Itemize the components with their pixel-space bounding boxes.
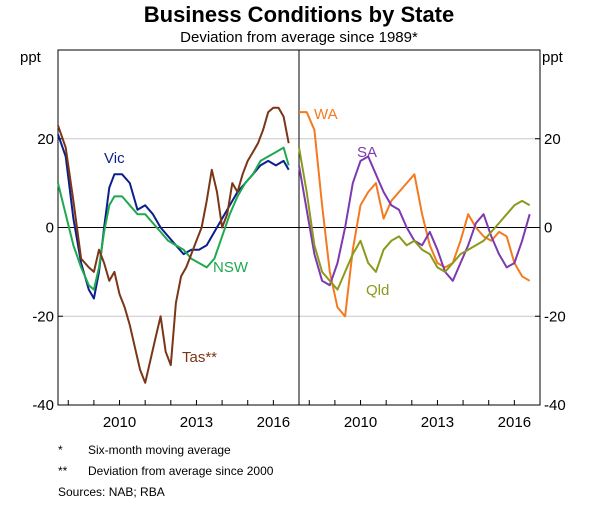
footnote-1: * Six-month moving average xyxy=(58,440,273,461)
series-label-tas: Tas** xyxy=(182,349,217,366)
footnote-2: ** Deviation from average since 2000 xyxy=(58,461,273,482)
footnote-1-mark: * xyxy=(58,443,63,457)
footnotes: * Six-month moving average ** Deviation … xyxy=(58,440,273,503)
sources-text: Sources: NAB; RBA xyxy=(58,485,165,499)
y-tick-label-right: -40 xyxy=(544,397,566,414)
series-label-qld: Qld xyxy=(366,282,389,299)
y-unit-left: ppt xyxy=(20,49,42,66)
footnote-2-mark: ** xyxy=(58,464,68,478)
y-tick-label-left: -40 xyxy=(32,397,54,414)
series-line-qld xyxy=(298,147,531,291)
series-line-tas xyxy=(57,106,290,384)
footnote-1-text: Six-month moving average xyxy=(88,443,231,457)
series-line-wa xyxy=(299,111,531,318)
chart-subtitle: Deviation from average since 1989* xyxy=(180,29,418,46)
y-tick-label-left: 20 xyxy=(37,131,54,148)
series-line-vic xyxy=(57,133,290,300)
x-tick-label-right: 2016 xyxy=(498,414,531,431)
sources: Sources: NAB; RBA xyxy=(58,482,273,503)
y-tick-label-right: -20 xyxy=(544,308,566,325)
y-tick-label-right: 0 xyxy=(544,220,552,237)
series-label-nsw: NSW xyxy=(213,259,249,276)
y-tick-label-left: -20 xyxy=(32,308,54,325)
chart-title: Business Conditions by State xyxy=(144,2,455,27)
footnote-2-text: Deviation from average since 2000 xyxy=(88,464,274,478)
series-line-nsw xyxy=(57,146,290,291)
x-tick-label-right: 2013 xyxy=(421,414,454,431)
y-tick-label-right: 20 xyxy=(544,131,561,148)
series-label-sa: SA xyxy=(357,144,377,161)
x-tick-label-left: 2016 xyxy=(257,414,290,431)
x-tick-label-left: 2013 xyxy=(180,414,213,431)
series-label-wa: WA xyxy=(314,106,338,123)
plot-area: -40 -40 -20 -20 0 0 20 20 2010 2013 2016 2010 2013 20… xyxy=(32,49,566,431)
y-unit-right: ppt xyxy=(542,49,564,66)
series-label-vic: Vic xyxy=(104,150,125,167)
x-tick-label-left: 2010 xyxy=(103,414,136,431)
y-tick-label-left: 0 xyxy=(46,220,54,237)
x-tick-label-right: 2010 xyxy=(344,414,377,431)
